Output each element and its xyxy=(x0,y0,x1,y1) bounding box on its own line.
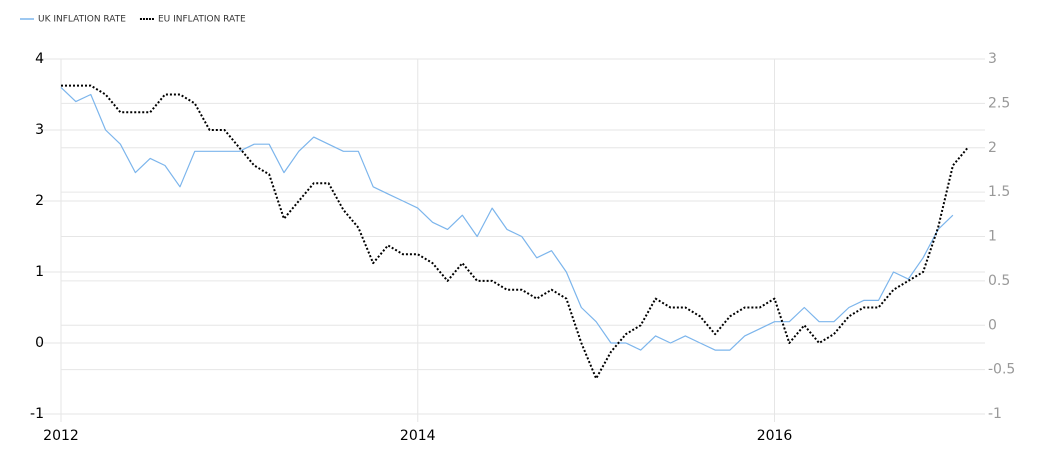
y-tick-label: 3 xyxy=(35,122,44,138)
x-tick-label: 2014 xyxy=(400,428,436,444)
data-line xyxy=(60,86,954,351)
y-tick-label: 0 xyxy=(35,335,44,351)
y2-tick-label: -1 xyxy=(988,406,1002,422)
x-tick-label: 2012 xyxy=(43,428,79,444)
x-tick-label: 2016 xyxy=(757,428,793,444)
y-tick-label: -1 xyxy=(30,406,44,422)
y2-tick-label: 2.5 xyxy=(988,95,1010,111)
y-tick-label: 4 xyxy=(35,51,44,67)
y2-tick-label: 2 xyxy=(988,140,997,156)
legend-label: EU INFLATION RATE xyxy=(158,15,246,25)
y2-tick-label: 0 xyxy=(988,317,997,333)
y2-tick-label: 1 xyxy=(988,229,997,245)
y2-tick-label: 3 xyxy=(988,51,997,67)
y2-tick-label: 1.5 xyxy=(988,184,1010,200)
y2-tick-label: 0.5 xyxy=(988,273,1010,289)
data-line xyxy=(61,84,969,380)
y-tick-label: 2 xyxy=(35,193,44,209)
y-tick-label: 1 xyxy=(35,264,44,280)
y2-tick-label: -0.5 xyxy=(988,362,1015,378)
legend-label: UK INFLATION RATE xyxy=(38,15,126,25)
